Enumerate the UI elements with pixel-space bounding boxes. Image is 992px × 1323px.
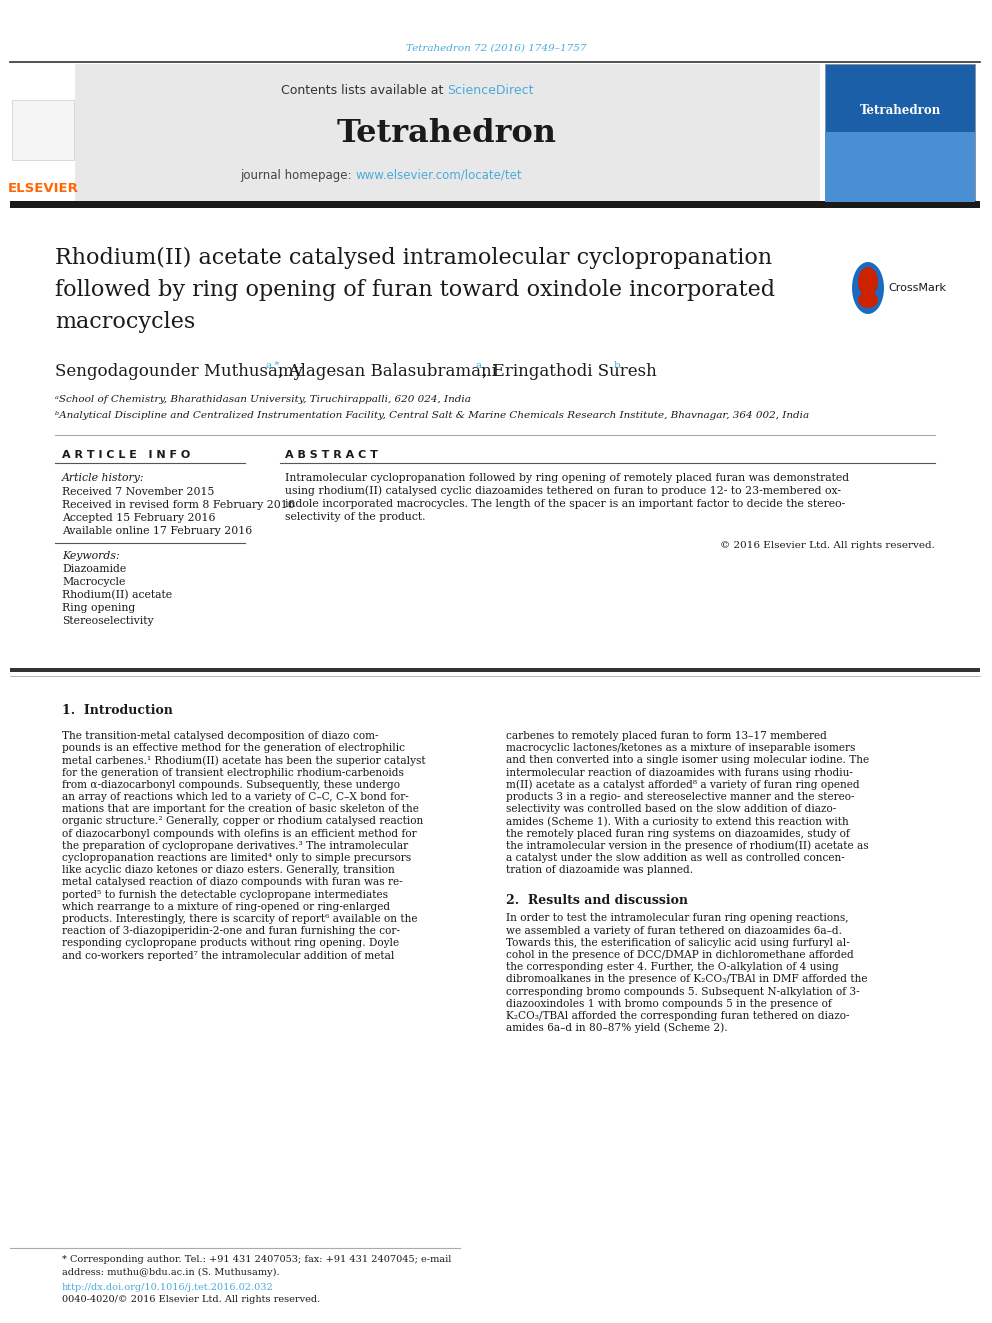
Text: the remotely placed furan ring systems on diazoamides, study of: the remotely placed furan ring systems o…: [506, 828, 850, 839]
Text: a: a: [476, 360, 482, 369]
Text: cohol in the presence of DCC/DMAP in dichloromethane afforded: cohol in the presence of DCC/DMAP in dic…: [506, 950, 854, 960]
Text: Article history:: Article history:: [62, 474, 145, 483]
Text: which rearrange to a mixture of ring-opened or ring-enlarged: which rearrange to a mixture of ring-ope…: [62, 902, 390, 912]
Text: Sengodagounder Muthusamy: Sengodagounder Muthusamy: [55, 364, 303, 381]
Text: tration of diazoamide was planned.: tration of diazoamide was planned.: [506, 865, 693, 876]
Text: ScienceDirect: ScienceDirect: [447, 83, 534, 97]
Text: Macrocycle: Macrocycle: [62, 577, 125, 587]
Bar: [825, 64, 975, 202]
Text: www.elsevier.com/locate/tet: www.elsevier.com/locate/tet: [355, 168, 522, 181]
Text: The transition-metal catalysed decomposition of diazo com-: The transition-metal catalysed decomposi…: [62, 732, 379, 741]
Text: K₂CO₃/TBAl afforded the corresponding furan tethered on diazo-: K₂CO₃/TBAl afforded the corresponding fu…: [506, 1011, 849, 1021]
Text: Intramolecular cyclopropanation followed by ring opening of remotely placed fura: Intramolecular cyclopropanation followed…: [285, 474, 849, 483]
Text: indole incorporated macrocycles. The length of the spacer is an important factor: indole incorporated macrocycles. The len…: [285, 499, 845, 509]
Text: mations that are important for the creation of basic skeleton of the: mations that are important for the creat…: [62, 804, 419, 814]
Text: from α-diazocarbonyl compounds. Subsequently, these undergo: from α-diazocarbonyl compounds. Subseque…: [62, 779, 400, 790]
Text: selectivity was controlled based on the slow addition of diazo-: selectivity was controlled based on the …: [506, 804, 836, 814]
Text: Tetrahedron 72 (2016) 1749–1757: Tetrahedron 72 (2016) 1749–1757: [406, 44, 586, 53]
Text: using rhodium(II) catalysed cyclic diazoamides tethered on furan to produce 12- : using rhodium(II) catalysed cyclic diazo…: [285, 486, 841, 496]
Text: macrocycles: macrocycles: [55, 311, 195, 333]
Text: Accepted 15 February 2016: Accepted 15 February 2016: [62, 513, 215, 523]
Ellipse shape: [858, 267, 878, 296]
Text: selectivity of the product.: selectivity of the product.: [285, 512, 426, 523]
Text: m(II) acetate as a catalyst afforded⁸ a variety of furan ring opened: m(II) acetate as a catalyst afforded⁸ a …: [506, 779, 860, 790]
Text: 0040-4020/© 2016 Elsevier Ltd. All rights reserved.: 0040-4020/© 2016 Elsevier Ltd. All right…: [62, 1295, 320, 1304]
Text: amides (Scheme 1). With a curiosity to extend this reaction with: amides (Scheme 1). With a curiosity to e…: [506, 816, 849, 827]
Text: A R T I C L E   I N F O: A R T I C L E I N F O: [62, 450, 190, 460]
Text: Received in revised form 8 February 2016: Received in revised form 8 February 2016: [62, 500, 295, 509]
Text: the corresponding ester 4. Further, the O-alkylation of 4 using: the corresponding ester 4. Further, the …: [506, 962, 839, 972]
Text: b: b: [614, 360, 621, 369]
Text: Ring opening: Ring opening: [62, 603, 135, 613]
Text: pounds is an effective method for the generation of electrophilic: pounds is an effective method for the ge…: [62, 744, 405, 753]
Text: Contents lists available at: Contents lists available at: [281, 83, 447, 97]
Text: reaction of 3-diazopiperidin-2-one and furan furnishing the cor-: reaction of 3-diazopiperidin-2-one and f…: [62, 926, 400, 937]
Text: responding cyclopropane products without ring opening. Doyle: responding cyclopropane products without…: [62, 938, 399, 949]
Text: Tetrahedron: Tetrahedron: [337, 118, 557, 148]
Ellipse shape: [858, 292, 878, 308]
Text: we assembled a variety of furan tethered on diazoamides 6a–d.: we assembled a variety of furan tethered…: [506, 926, 842, 935]
Text: the intramolecular version in the presence of rhodium(II) acetate as: the intramolecular version in the presen…: [506, 840, 869, 851]
Text: http://dx.doi.org/10.1016/j.tet.2016.02.032: http://dx.doi.org/10.1016/j.tet.2016.02.…: [62, 1283, 274, 1293]
Text: carbenes to remotely placed furan to form 13–17 membered: carbenes to remotely placed furan to for…: [506, 732, 827, 741]
Text: a,*: a,*: [265, 360, 280, 369]
Text: , Alagesan Balasubramani: , Alagesan Balasubramani: [278, 364, 497, 381]
Text: intermolecular reaction of diazoamides with furans using rhodiu-: intermolecular reaction of diazoamides w…: [506, 767, 853, 778]
Text: dibromoalkanes in the presence of K₂CO₃/TBAl in DMF afforded the: dibromoalkanes in the presence of K₂CO₃/…: [506, 975, 867, 984]
Text: ELSEVIER: ELSEVIER: [8, 181, 78, 194]
Text: Rhodium(II) acetate catalysed intramolecular cyclopropanation: Rhodium(II) acetate catalysed intramolec…: [55, 247, 772, 269]
Text: ᵇAnalytical Discipline and Centralized Instrumentation Facility, Central Salt & : ᵇAnalytical Discipline and Centralized I…: [55, 410, 809, 419]
Text: journal homepage:: journal homepage:: [240, 168, 355, 181]
Text: corresponding bromo compounds 5. Subsequent N-alkylation of 3-: corresponding bromo compounds 5. Subsequ…: [506, 987, 860, 996]
Text: like acyclic diazo ketones or diazo esters. Generally, transition: like acyclic diazo ketones or diazo este…: [62, 865, 395, 876]
Text: macrocyclic lactones/ketones as a mixture of inseparable isomers: macrocyclic lactones/ketones as a mixtur…: [506, 744, 855, 753]
Text: 1.  Introduction: 1. Introduction: [62, 704, 173, 717]
Text: cyclopropanation reactions are limited⁴ only to simple precursors: cyclopropanation reactions are limited⁴ …: [62, 853, 411, 863]
Text: Diazoamide: Diazoamide: [62, 564, 126, 574]
Text: Stereoselectivity: Stereoselectivity: [62, 617, 154, 626]
Text: products. Interestingly, there is scarcity of report⁶ available on the: products. Interestingly, there is scarci…: [62, 914, 418, 923]
Text: Rhodium(II) acetate: Rhodium(II) acetate: [62, 590, 173, 601]
Text: a catalyst under the slow addition as well as controlled concen-: a catalyst under the slow addition as we…: [506, 853, 845, 863]
Text: diazooxindoles 1 with bromo compounds 5 in the presence of: diazooxindoles 1 with bromo compounds 5 …: [506, 999, 831, 1009]
Text: Tetrahedron: Tetrahedron: [859, 103, 940, 116]
Text: organic structure.² Generally, copper or rhodium catalysed reaction: organic structure.² Generally, copper or…: [62, 816, 424, 827]
Text: address: muthu@bdu.ac.in (S. Muthusamy).: address: muthu@bdu.ac.in (S. Muthusamy).: [62, 1267, 280, 1277]
Text: , Eringathodi Suresh: , Eringathodi Suresh: [482, 364, 657, 381]
Text: for the generation of transient electrophilic rhodium-carbenoids: for the generation of transient electrop…: [62, 767, 404, 778]
Text: CrossMark: CrossMark: [888, 283, 946, 292]
Text: A B S T R A C T: A B S T R A C T: [285, 450, 378, 460]
Text: and co-workers reported⁷ the intramolecular addition of metal: and co-workers reported⁷ the intramolecu…: [62, 951, 395, 960]
Text: products 3 in a regio- and stereoselective manner and the stereo-: products 3 in a regio- and stereoselecti…: [506, 792, 854, 802]
Text: Towards this, the esterification of salicylic acid using furfuryl al-: Towards this, the esterification of sali…: [506, 938, 850, 947]
Text: the preparation of cyclopropane derivatives.³ The intramolecular: the preparation of cyclopropane derivati…: [62, 841, 408, 851]
Text: and then converted into a single isomer using molecular iodine. The: and then converted into a single isomer …: [506, 755, 869, 766]
Bar: [10, 668, 980, 672]
Text: 2.  Results and discussion: 2. Results and discussion: [506, 894, 688, 906]
Text: Keywords:: Keywords:: [62, 550, 120, 561]
Text: of diazocarbonyl compounds with olefins is an efficient method for: of diazocarbonyl compounds with olefins …: [62, 828, 417, 839]
Text: * Corresponding author. Tel.: +91 431 2407053; fax: +91 431 2407045; e-mail: * Corresponding author. Tel.: +91 431 24…: [62, 1256, 451, 1265]
Text: an array of reactions which led to a variety of C–C, C–X bond for-: an array of reactions which led to a var…: [62, 792, 409, 802]
Text: amides 6a–d in 80–87% yield (Scheme 2).: amides 6a–d in 80–87% yield (Scheme 2).: [506, 1023, 727, 1033]
Text: Available online 17 February 2016: Available online 17 February 2016: [62, 527, 252, 536]
Text: metal carbenes.¹ Rhodium(II) acetate has been the superior catalyst: metal carbenes.¹ Rhodium(II) acetate has…: [62, 755, 426, 766]
Text: © 2016 Elsevier Ltd. All rights reserved.: © 2016 Elsevier Ltd. All rights reserved…: [720, 541, 935, 549]
Text: ported⁵ to furnish the detectable cyclopropane intermediates: ported⁵ to furnish the detectable cyclop…: [62, 889, 388, 900]
Text: metal catalysed reaction of diazo compounds with furan was re-: metal catalysed reaction of diazo compou…: [62, 877, 403, 888]
Bar: [825, 132, 975, 202]
Text: Received 7 November 2015: Received 7 November 2015: [62, 487, 214, 497]
Bar: [10, 201, 980, 208]
Text: followed by ring opening of furan toward oxindole incorporated: followed by ring opening of furan toward…: [55, 279, 775, 302]
Bar: [12, 101, 74, 160]
Bar: [75, 64, 820, 202]
Text: In order to test the intramolecular furan ring opening reactions,: In order to test the intramolecular fura…: [506, 913, 848, 923]
Bar: [10, 64, 75, 202]
Text: ᵃSchool of Chemistry, Bharathidasan University, Tiruchirappalli, 620 024, India: ᵃSchool of Chemistry, Bharathidasan Univ…: [55, 396, 471, 405]
Ellipse shape: [852, 262, 884, 314]
